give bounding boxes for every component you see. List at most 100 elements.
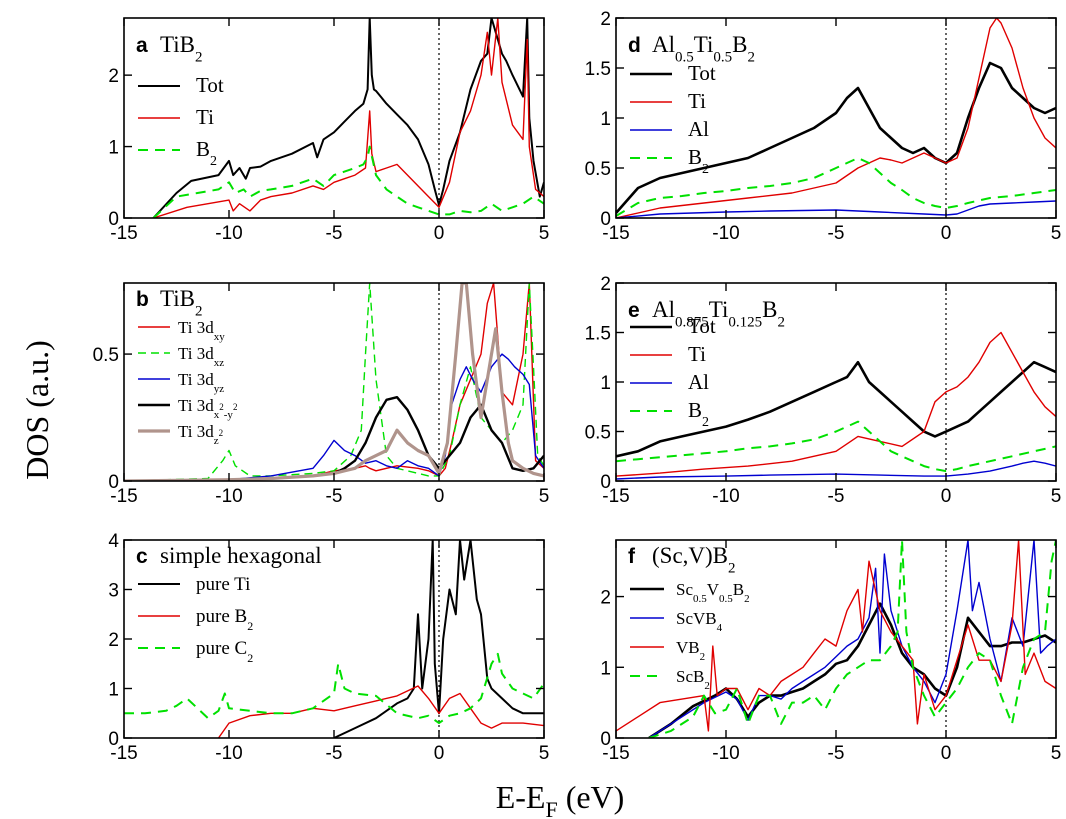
legend-label: Ti 3dxy [178,318,225,343]
y-tick-label: 1.5 [585,59,611,80]
panel-letter: b [136,288,149,311]
series-line-e-0 [616,360,1056,458]
panel-title: Al0.875Ti0.125B2 [652,297,785,331]
y-tick-label: 0 [108,209,119,230]
legend-label: B2 [196,137,217,169]
y-tick-label: 0 [108,729,119,750]
legend-label: Sc0.5V0.5B2 [676,580,750,605]
y-tick-label: 2 [108,66,119,87]
x-axis-label: E-EF (eV) [496,779,625,819]
panel-letter: d [628,34,641,57]
x-tick-label: 0 [941,486,952,507]
series-line-a-0 [152,18,544,218]
series-line-d-0 [616,61,1056,214]
legend-label: Tot [196,73,224,97]
legend-label: pure Ti [196,574,250,595]
x-tick-label: -15 [602,223,629,244]
y-tick-label: 0 [600,472,611,493]
legend-label: Al [688,370,709,394]
panel-title: Al0.5Ti0.5B2 [652,32,755,66]
series-line-c-2 [124,652,544,725]
y-tick-label: 2 [108,630,119,651]
y-tick-label: 0 [600,729,611,750]
legend-label: Ti [196,105,214,129]
x-tick-label: 0 [434,223,445,244]
legend-label: Al [688,117,709,141]
legend-label: B2 [688,145,709,177]
y-tick-label: 1 [108,680,119,701]
x-tick-label: -10 [215,223,242,244]
x-tick-label: -10 [712,486,739,507]
y-tick-label: 0.5 [585,159,611,180]
x-tick-label: -10 [215,743,242,764]
y-tick-label: 3 [108,581,119,602]
legend-label: Ti [688,342,706,366]
legend-label: pure C2 [196,638,253,665]
x-tick-label: 5 [1051,486,1062,507]
series-line-d-3 [616,157,1056,217]
x-tick-label: -10 [712,223,739,244]
x-tick-label: -5 [828,486,845,507]
plot-frame [615,17,1057,219]
y-tick-label: 2 [600,588,611,609]
y-tick-label: 2 [600,274,611,295]
y-tick-label: 0 [600,209,611,230]
panel-letter: c [136,545,148,568]
y-tick-label: 0 [108,472,119,493]
legend-label: Ti 3dx2-y2 [178,396,237,421]
panel-title: simple hexagonal [160,543,322,568]
legend-label: Ti 3dz2 [178,422,223,447]
x-tick-label: -15 [110,743,137,764]
x-tick-label: 5 [1051,743,1062,764]
panel-title: TiB2 [160,32,202,66]
plot-frame [123,539,545,739]
y-tick-label: 2 [600,9,611,30]
legend-label: Ti [688,89,706,113]
x-tick-label: -15 [602,743,629,764]
x-tick-label: -5 [326,743,343,764]
x-tick-label: -5 [828,743,845,764]
y-tick-label: 1.5 [585,324,611,345]
legend-label: ScVB4 [676,609,723,634]
x-tick-label: -15 [110,223,137,244]
panel-letter: f [628,545,636,568]
series-line-f-0 [648,602,1056,738]
panel-letter: a [136,34,148,57]
panel-title: TiB2 [160,286,202,320]
x-tick-label: 5 [539,743,550,764]
series-line-d-1 [616,18,1056,218]
y-axis-label: DOS (a.u.) [19,340,55,480]
series-line-e-3 [616,420,1056,473]
series-line-b-4 [124,283,544,481]
series-line-b-2 [124,353,544,481]
legend-label: pure B2 [196,606,253,633]
legend-label: B2 [688,398,709,430]
x-tick-label: -5 [326,223,343,244]
x-tick-label: -15 [110,486,137,507]
y-tick-label: 1 [600,109,611,130]
legend-label: VB2 [676,638,705,663]
series-line-c-1 [217,685,544,738]
x-tick-label: -5 [828,223,845,244]
y-tick-label: 0.5 [585,423,611,444]
series-line-f-3 [648,540,1056,738]
series-line-a-2 [152,145,544,218]
legend-label: ScB2 [676,667,710,692]
y-tick-label: 0.5 [93,345,119,366]
panel-title: (Sc,V)B2 [652,543,736,577]
x-tick-label: 0 [434,486,445,507]
series-line-c-0 [333,540,544,738]
x-tick-label: 5 [539,223,550,244]
x-tick-label: -10 [215,486,242,507]
x-tick-label: 0 [941,223,952,244]
legend-label: Tot [688,61,716,85]
x-tick-label: -15 [602,486,629,507]
y-tick-label: 1 [600,373,611,394]
panel-letter: e [628,299,640,322]
